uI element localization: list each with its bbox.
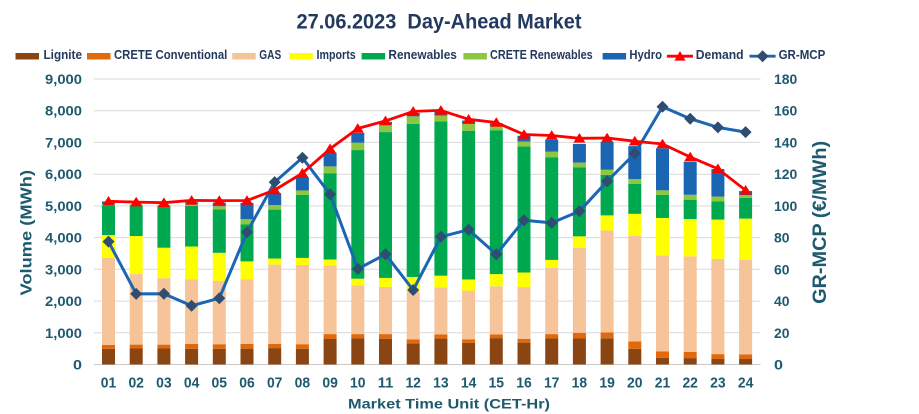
- svg-text:Demand: Demand: [696, 48, 744, 62]
- svg-text:60: 60: [774, 261, 790, 277]
- svg-text:Imports: Imports: [317, 48, 356, 62]
- svg-text:80: 80: [774, 230, 790, 246]
- svg-text:24: 24: [738, 374, 754, 391]
- svg-text:Renewables: Renewables: [388, 48, 457, 62]
- svg-text:18: 18: [572, 374, 588, 391]
- svg-text:Market Time Unit (CET-Hr): Market Time Unit (CET-Hr): [348, 396, 550, 412]
- svg-text:Hydro: Hydro: [629, 48, 662, 62]
- svg-text:11: 11: [378, 374, 394, 391]
- svg-text:4,000: 4,000: [45, 230, 82, 246]
- svg-text:12: 12: [405, 374, 421, 391]
- svg-text:Lignite: Lignite: [44, 48, 83, 62]
- svg-text:07: 07: [267, 374, 283, 391]
- svg-text:10: 10: [350, 374, 366, 391]
- svg-text:04: 04: [184, 374, 200, 391]
- svg-text:22: 22: [682, 374, 698, 391]
- svg-text:14: 14: [461, 374, 477, 391]
- svg-text:0: 0: [73, 357, 82, 373]
- svg-text:9,000: 9,000: [45, 71, 82, 87]
- svg-text:160: 160: [774, 103, 798, 119]
- svg-text:15: 15: [489, 374, 505, 391]
- svg-text:23: 23: [710, 374, 726, 391]
- svg-text:20: 20: [774, 325, 790, 341]
- svg-text:CRETE Renewables: CRETE Renewables: [490, 48, 593, 62]
- svg-text:GAS: GAS: [259, 48, 281, 62]
- svg-text:GR-MCP: GR-MCP: [779, 48, 826, 62]
- svg-text:17: 17: [544, 374, 560, 391]
- svg-text:6,000: 6,000: [45, 166, 82, 182]
- svg-text:27.06.2023 Day-Ahead Market: 27.06.2023 Day-Ahead Market: [297, 11, 582, 34]
- svg-text:1,000: 1,000: [45, 325, 82, 341]
- svg-text:01: 01: [101, 374, 117, 391]
- svg-text:06: 06: [239, 374, 255, 391]
- svg-text:2,000: 2,000: [45, 293, 82, 309]
- svg-text:09: 09: [322, 374, 338, 391]
- svg-text:100: 100: [774, 198, 798, 214]
- svg-text:16: 16: [516, 374, 532, 391]
- svg-text:03: 03: [156, 374, 172, 391]
- svg-text:Volume (MWh): Volume (MWh): [19, 170, 36, 296]
- svg-text:7,000: 7,000: [45, 134, 82, 150]
- svg-text:0: 0: [774, 357, 783, 373]
- svg-text:8,000: 8,000: [45, 103, 82, 119]
- svg-text:20: 20: [627, 374, 643, 391]
- svg-text:19: 19: [599, 374, 615, 391]
- svg-text:180: 180: [774, 71, 798, 87]
- svg-text:13: 13: [433, 374, 449, 391]
- svg-text:02: 02: [128, 374, 144, 391]
- svg-text:GR-MCP (€/MWh): GR-MCP (€/MWh): [809, 141, 831, 304]
- svg-text:120: 120: [774, 166, 798, 182]
- svg-text:3,000: 3,000: [45, 261, 82, 277]
- svg-text:21: 21: [655, 374, 671, 391]
- svg-text:40: 40: [774, 293, 790, 309]
- svg-text:5,000: 5,000: [45, 198, 82, 214]
- svg-text:CRETE Conventional: CRETE Conventional: [114, 48, 227, 62]
- svg-text:05: 05: [212, 374, 228, 391]
- svg-text:140: 140: [774, 134, 798, 150]
- svg-text:08: 08: [295, 374, 311, 391]
